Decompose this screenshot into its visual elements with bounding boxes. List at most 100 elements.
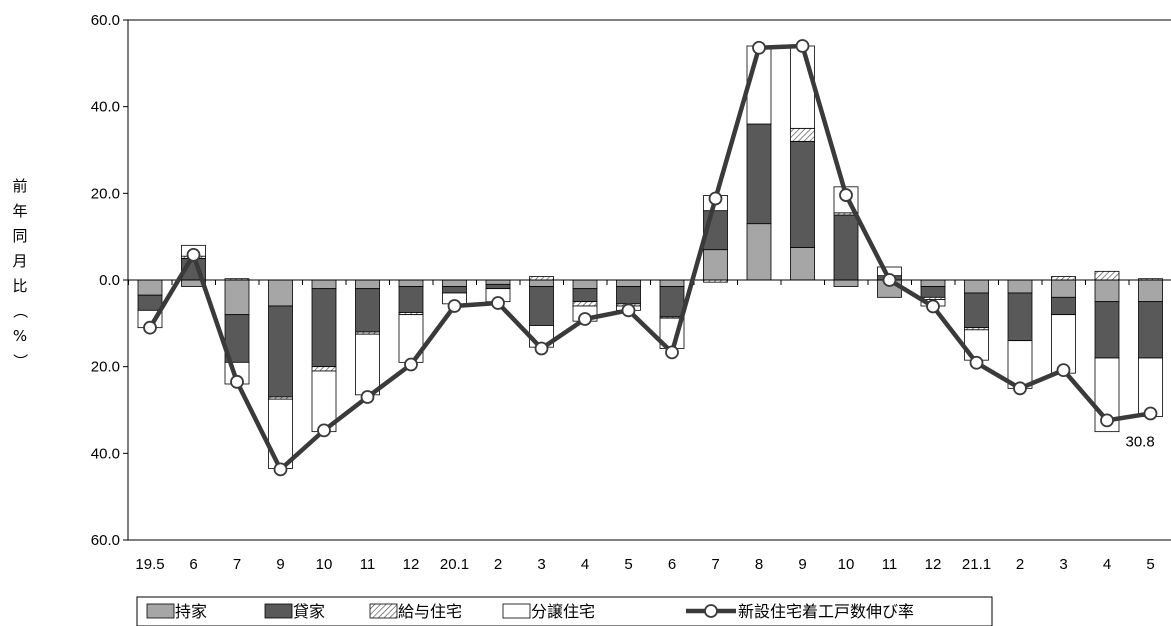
line-point-16 — [839, 188, 853, 202]
x-tick-label: 5 — [1146, 556, 1154, 573]
line-point-9 — [534, 341, 549, 356]
line-point-18 — [926, 299, 940, 314]
line-point-3 — [273, 462, 288, 477]
x-tick-label: 9 — [798, 556, 806, 573]
bar-segment-1-22 — [1094, 301, 1120, 359]
line-point-4 — [317, 423, 331, 438]
bar-segment-2-4 — [311, 366, 337, 372]
bar-segment-0-13 — [703, 249, 728, 281]
line-point-5 — [360, 390, 375, 404]
y-tick-label: 60.0 — [91, 532, 120, 549]
bar-segment-1-0 — [137, 294, 163, 311]
line-point-1 — [186, 247, 201, 262]
x-tick-label: 4 — [1103, 556, 1111, 573]
bar-segment-1-12 — [659, 286, 685, 318]
y-axis-title-char: ） — [11, 353, 29, 368]
bar-segment-0-18 — [920, 279, 946, 287]
bar-segment-1-14 — [746, 123, 772, 225]
y-axis-title-char: 比 — [12, 277, 27, 295]
line-point-6 — [404, 357, 418, 372]
y-tick-label: 20.0 — [91, 359, 120, 376]
x-tick-label: 12 — [925, 556, 942, 573]
x-tick-label: 3 — [537, 556, 545, 573]
y-axis-title-char: 前 — [12, 177, 27, 195]
bar-segment-0-2 — [224, 279, 250, 316]
x-tick-label: 4 — [581, 556, 589, 573]
line-point-11 — [621, 303, 636, 318]
legend-label-3: 分譲住宅 — [531, 602, 595, 621]
legend-swatch-2 — [369, 603, 398, 619]
bar-segment-0-6 — [398, 279, 424, 287]
line-point-20 — [1013, 381, 1027, 396]
y-axis-title-char: 年 — [12, 202, 27, 220]
line-point-15 — [795, 39, 810, 53]
labels-layer: 60.0 40.0 20.0 0.0 20.0 40.0 60.0 19.5 6 7 9 10 11 12… — [91, 12, 1155, 573]
legend-swatch-1 — [264, 603, 293, 619]
x-tick-label: 20.1 — [440, 556, 469, 573]
axes-layer — [123, 19, 1171, 541]
bar-segment-2-15 — [790, 127, 815, 142]
bar-segment-0-4 — [311, 279, 337, 290]
x-tick-label: 21.1 — [962, 556, 991, 573]
bar-segment-1-20 — [1007, 292, 1033, 342]
x-tick-label: 6 — [668, 556, 676, 573]
bar-segment-0-14 — [746, 223, 772, 281]
legend-label-0: 持家 — [175, 602, 207, 621]
x-tick-label: 12 — [403, 556, 420, 573]
bar-segment-1-21 — [1051, 296, 1076, 316]
bar-segment-3-19 — [964, 329, 989, 361]
bar-segment-3-15 — [790, 45, 815, 129]
x-tick-label: 6 — [189, 556, 197, 573]
line-point-14 — [752, 40, 766, 55]
bar-segment-0-3 — [268, 279, 293, 307]
legend: 持家 貸家 給与住宅 分譲住宅 新設住宅着工戸数伸び率 — [136, 596, 993, 626]
x-tick-label: 7 — [233, 556, 241, 573]
bar-segment-3-14 — [746, 45, 772, 125]
bar-segment-1-18 — [920, 286, 946, 298]
bar-segment-2-21 — [1051, 276, 1076, 281]
legend-swatch-3 — [502, 603, 531, 619]
bar-segment-1-23 — [1138, 301, 1163, 359]
x-tick-label: 7 — [711, 556, 719, 573]
y-tick-label: 40.0 — [91, 99, 120, 116]
x-tick-label: 10 — [838, 556, 855, 573]
line-point-13 — [708, 191, 723, 206]
bar-segment-0-23 — [1138, 279, 1163, 303]
bar-segment-0-15 — [790, 247, 815, 281]
bar-segment-0-12 — [659, 279, 685, 287]
bars-layer — [137, 45, 1163, 469]
x-tick-label: 2 — [494, 556, 502, 573]
bar-segment-0-10 — [572, 279, 598, 290]
y-tick-label: 60.0 — [91, 12, 120, 29]
bar-segment-3-5 — [355, 333, 380, 396]
bar-segment-1-19 — [964, 292, 989, 329]
x-tick-label: 19.5 — [135, 556, 164, 573]
bar-segment-0-20 — [1007, 279, 1033, 294]
bar-segment-1-11 — [616, 286, 641, 305]
legend-label-2: 給与住宅 — [398, 602, 462, 621]
bar-segment-0-16 — [833, 279, 859, 287]
bar-segment-0-5 — [355, 279, 380, 290]
bar-segment-0-11 — [616, 279, 641, 287]
bar-segment-1-16 — [833, 214, 859, 281]
y-axis-title-char: % — [13, 327, 27, 345]
bar-segment-1-7 — [442, 286, 467, 294]
bar-segment-1-15 — [790, 140, 815, 248]
bar-segment-1-6 — [398, 286, 424, 313]
line-point-21 — [1056, 363, 1071, 378]
bar-segment-0-8 — [485, 279, 511, 285]
bar-segment-1-10 — [572, 288, 598, 303]
line-point-23 — [1143, 406, 1158, 421]
legend-line-marker — [704, 604, 718, 618]
bar-segment-0-19 — [964, 279, 989, 294]
bar-segment-0-9 — [529, 279, 554, 287]
bar-segment-2-10 — [572, 301, 598, 307]
line-point-19 — [969, 355, 984, 370]
y-axis-title-char: 月 — [12, 252, 27, 270]
x-tick-label: 5 — [624, 556, 632, 573]
x-tick-label: 2 — [1016, 556, 1024, 573]
bar-segment-1-5 — [355, 288, 380, 333]
y-tick-label: 40.0 — [91, 445, 120, 462]
line-point-0 — [143, 320, 157, 335]
